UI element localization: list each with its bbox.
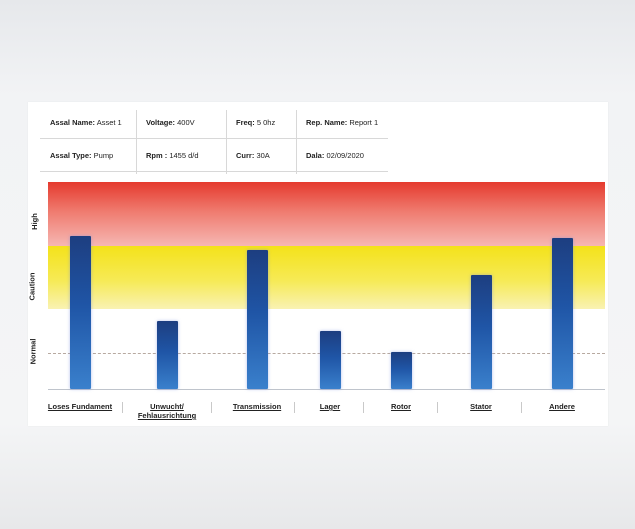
asset-name-cell: Assal Name: Asset 1: [40, 118, 136, 127]
bar-4: [319, 331, 341, 389]
asset-type-cell: Assal Type: Pump: [40, 151, 136, 160]
voltage-value: 400V: [177, 117, 195, 127]
bar-2: [156, 321, 178, 389]
date-label: Dala:: [306, 150, 325, 160]
category-divider: [437, 402, 438, 413]
category-divider: [294, 402, 295, 413]
category-divider: [521, 402, 522, 413]
current-value: 30A: [256, 150, 270, 160]
asset-info-table: Assal Name: Asset 1 Voltage: 400V Freq: …: [40, 106, 388, 174]
report-card: Assal Name: Asset 1 Voltage: 400V Freq: …: [27, 102, 608, 426]
voltage-cell: Voltage: 400V: [136, 118, 226, 127]
zone-label-high: High: [29, 213, 39, 230]
category-divider: [363, 402, 364, 413]
info-row-1: Assal Name: Asset 1 Voltage: 400V Freq: …: [40, 106, 388, 139]
info-divider: [136, 110, 137, 174]
asset-name-value: Asset 1: [96, 117, 122, 127]
category-divider: [122, 402, 123, 413]
category-label-6: Stator: [470, 402, 492, 411]
info-divider: [226, 110, 227, 174]
high-zone: [48, 182, 605, 246]
bar-5: [390, 352, 412, 389]
category-label-5: Rotor: [391, 402, 411, 411]
bar-1: [69, 236, 91, 389]
category-label-3: Transmission: [232, 402, 282, 411]
rpm-label: Rpm :: [146, 150, 168, 160]
report-name-value: Report 1: [349, 117, 379, 127]
category-label-2: Unwucht/Fehlausrichtung: [137, 402, 197, 420]
current-cell: Curr: 30A: [226, 151, 296, 160]
info-row-2: Assal Type: Pump Rpm : 1455 d/d Curr: 30…: [40, 139, 388, 172]
report-name-label: Rep. Name:: [306, 117, 348, 127]
freq-cell: Freq: 5 0hz: [226, 118, 296, 127]
bar-6: [470, 275, 492, 389]
freq-label: Freq:: [236, 117, 255, 127]
category-label-1: Loses Fundament: [47, 402, 113, 411]
date-value: 02/09/2020: [326, 150, 364, 160]
bar-3: [246, 250, 268, 389]
zone-label-normal: Normal: [28, 338, 38, 365]
date-cell: Dala: 02/09/2020: [296, 151, 388, 160]
zone-label-caution: Caution: [27, 272, 37, 301]
rpm-value: 1455 d/d: [169, 150, 199, 160]
caution-zone: [48, 246, 605, 309]
category-label-4: Lager: [319, 402, 341, 411]
info-divider: [296, 110, 297, 174]
category-divider: [211, 402, 212, 413]
rpm-cell: Rpm : 1455 d/d: [136, 151, 226, 160]
x-axis-baseline: [48, 389, 605, 390]
freq-value: 5 0hz: [256, 117, 276, 127]
current-label: Curr:: [236, 150, 255, 160]
category-label-7: Andere: [549, 402, 575, 411]
asset-name-label: Assal Name:: [50, 117, 96, 127]
report-name-cell: Rep. Name: Report 1: [296, 118, 388, 127]
asset-type-label: Assal Type:: [50, 150, 92, 160]
asset-type-value: Pump: [93, 150, 114, 160]
bar-7: [551, 238, 573, 389]
voltage-label: Voltage:: [146, 117, 176, 127]
